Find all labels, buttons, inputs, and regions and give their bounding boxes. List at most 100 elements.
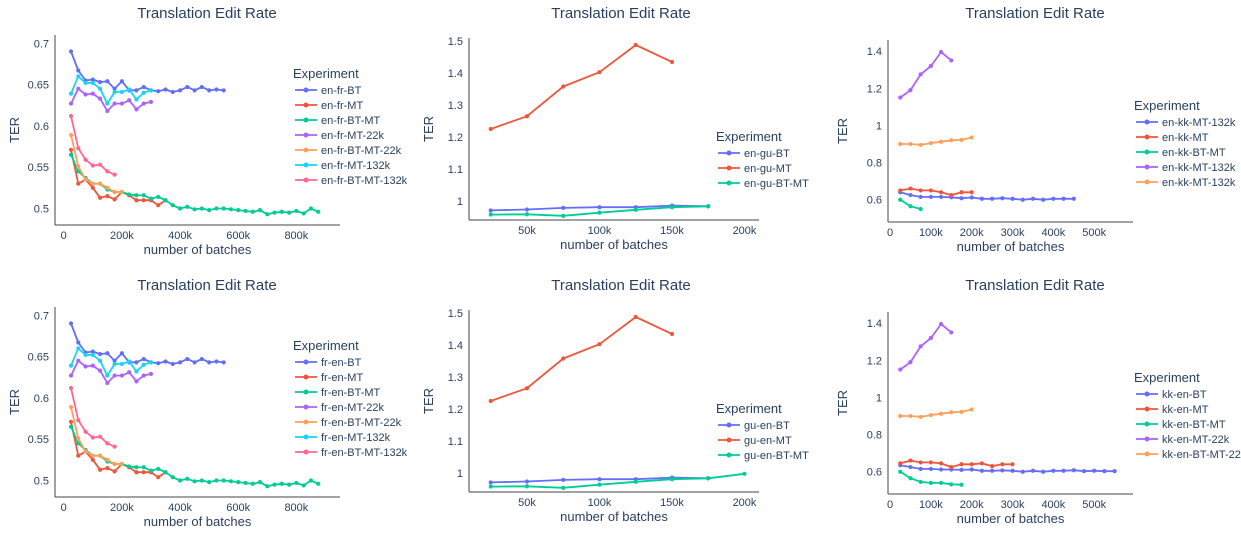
series-line-en-fr-mt-22k (70, 87, 152, 112)
legend-swatch-dot (303, 359, 309, 365)
data-point (156, 466, 161, 472)
legend-swatch-dot (1144, 391, 1150, 397)
y-tick-label: 1 (876, 120, 882, 132)
chart-panel-en-gu: Translation Edit Rate 50k 100k 150k 200k 1 1.1… (414, 0, 828, 272)
data-point (68, 147, 74, 152)
data-point (257, 480, 263, 485)
legend-swatch-dot (303, 404, 309, 410)
data-point (236, 480, 241, 485)
data-point (949, 482, 954, 487)
data-point (177, 88, 183, 93)
legend-item-label: gu-en-BT (744, 420, 790, 432)
chart-title: Translation Edit Rate (965, 5, 1105, 22)
data-point (141, 373, 146, 378)
data-point (141, 198, 146, 203)
y-tick-label: 1.5 (448, 308, 463, 320)
series-line-kk-en-mt (900, 459, 1013, 469)
legend-item-label: fr-en-MT (321, 372, 363, 384)
legend-item-label: en-fr-BT-MT-132k (321, 175, 408, 187)
legend-swatch-dot (303, 147, 309, 153)
x-tick-label: 300k (1001, 499, 1025, 511)
data-point (706, 204, 711, 209)
data-point (90, 363, 95, 368)
data-point (938, 480, 944, 485)
data-point (119, 373, 124, 378)
series-line-en-kk-mt-132k (900, 191, 1074, 201)
x-axis-title: number of batches (957, 239, 1065, 254)
chart-panel-en-fr: Translation Edit Rate 0 200k 400k 600k 800k 0.… (0, 0, 414, 272)
data-point (214, 87, 219, 92)
data-point (97, 86, 103, 91)
data-point (90, 352, 95, 358)
chart-panel-gu-en: Translation Edit Rate 50k 100k 150k 200k 1 1.1… (414, 272, 828, 544)
data-point (185, 204, 190, 209)
data-point (959, 482, 964, 487)
data-point (163, 359, 168, 364)
data-point (938, 139, 944, 144)
legend-item-label: fr-en-BT-MT-132k (321, 447, 408, 459)
data-point (898, 461, 903, 466)
data-point (148, 88, 154, 93)
data-point (90, 181, 95, 186)
series-line-fr-en-mt-22k (70, 359, 152, 384)
data-point (488, 208, 493, 213)
y-tick-label: 1 (457, 468, 463, 480)
data-point (192, 360, 197, 365)
data-point (90, 77, 95, 82)
x-tick-label: 0 (61, 502, 67, 514)
x-tick-label: 100k (588, 497, 612, 509)
legend-item-label: en-kk-MT-132k (1162, 117, 1236, 129)
data-point (134, 360, 139, 365)
legend-item-label: fr-en-MT-132k (321, 432, 391, 444)
data-point (524, 212, 530, 217)
data-point (308, 206, 314, 211)
data-point (959, 467, 964, 472)
data-point (199, 478, 204, 483)
data-point (1000, 468, 1005, 473)
data-point (1071, 196, 1076, 201)
data-point (90, 435, 95, 440)
data-point (228, 479, 234, 484)
data-point (1030, 196, 1036, 201)
y-tick-label: 1.2 (867, 355, 882, 367)
y-tick-label: 0.6 (34, 393, 49, 405)
data-point (561, 84, 566, 89)
data-point (228, 207, 234, 212)
data-point (105, 101, 110, 106)
legend-swatch-dot (1144, 406, 1150, 412)
data-point (112, 172, 117, 177)
data-point (90, 80, 95, 86)
data-point (294, 208, 299, 214)
data-point (279, 209, 284, 214)
x-tick-label: 50k (518, 225, 536, 237)
legend-item-label: en-kk-MT-132k (1162, 177, 1236, 189)
data-point (134, 97, 139, 102)
x-tick-label: 400k (168, 502, 192, 514)
data-point (76, 181, 81, 186)
data-point (119, 89, 124, 95)
data-point (76, 146, 81, 151)
data-point (272, 482, 277, 487)
data-point (127, 370, 132, 375)
data-point (959, 409, 964, 415)
data-point (207, 88, 212, 93)
data-point (969, 462, 974, 467)
data-point (68, 101, 74, 106)
y-tick-label: 0.5 (34, 475, 49, 487)
data-point (597, 482, 602, 487)
legend-swatch-dot (1144, 149, 1150, 155)
data-point (308, 478, 314, 483)
data-point (908, 464, 913, 470)
data-point (90, 457, 95, 462)
data-point (97, 181, 103, 186)
data-point (105, 108, 110, 114)
data-point (918, 466, 923, 472)
data-point (938, 190, 944, 195)
legend-swatch-dot (303, 419, 309, 425)
chart-svg: Translation Edit Rate 0 200k 400k 600k 800k 0.… (7, 277, 408, 529)
data-point (959, 190, 964, 195)
legend-title: Experiment (716, 401, 782, 416)
chart-svg: Translation Edit Rate 50k 100k 150k 200k 1 1.1… (421, 277, 809, 524)
data-point (524, 479, 530, 484)
y-tick-label: 1.1 (448, 164, 463, 176)
